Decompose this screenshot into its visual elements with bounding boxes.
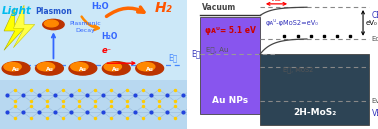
Circle shape (4, 63, 21, 71)
Text: 2H-MoS₂: 2H-MoS₂ (293, 108, 336, 117)
Text: CB: CB (372, 11, 378, 20)
Text: Au: Au (12, 67, 20, 71)
Polygon shape (13, 5, 35, 48)
Text: Au: Au (112, 67, 120, 71)
Text: eV₀: eV₀ (366, 20, 378, 26)
FancyBboxPatch shape (0, 0, 187, 129)
Text: H₂: H₂ (155, 1, 173, 15)
Circle shape (138, 63, 155, 71)
Circle shape (2, 62, 30, 75)
Text: Au: Au (79, 67, 87, 71)
Text: E₟, Au: E₟, Au (206, 47, 228, 53)
Text: Eᴄ: Eᴄ (372, 36, 378, 42)
Circle shape (71, 63, 88, 71)
Text: E₟, MoS2: E₟, MoS2 (283, 67, 313, 73)
Circle shape (104, 63, 121, 71)
Circle shape (43, 19, 64, 30)
FancyBboxPatch shape (260, 54, 369, 125)
Text: Wᴅ: Wᴅ (271, 0, 282, 2)
Text: Au NPs: Au NPs (212, 96, 248, 105)
Text: Plasmonic: Plasmonic (70, 21, 101, 26)
Text: Light: Light (2, 6, 31, 16)
Text: E₟: E₟ (191, 50, 200, 59)
Text: Au: Au (45, 67, 53, 71)
Circle shape (44, 20, 58, 27)
FancyBboxPatch shape (0, 80, 187, 129)
FancyBboxPatch shape (200, 17, 260, 114)
Text: e⁻: e⁻ (102, 46, 112, 55)
Polygon shape (4, 8, 25, 50)
Text: φᴀᵁ-φMoS2=eV₀: φᴀᵁ-φMoS2=eV₀ (266, 18, 319, 26)
Circle shape (69, 62, 97, 75)
Text: VB: VB (372, 109, 378, 118)
Text: H₂O: H₂O (102, 32, 118, 41)
Circle shape (136, 62, 164, 75)
Text: Plasmon: Plasmon (35, 7, 72, 16)
Text: Vacuum: Vacuum (202, 3, 236, 12)
Circle shape (102, 62, 130, 75)
Text: E₟: E₟ (168, 53, 178, 62)
Text: Au: Au (146, 67, 153, 71)
Circle shape (37, 63, 54, 71)
Text: H₂O: H₂O (91, 2, 108, 11)
Circle shape (36, 62, 64, 75)
Text: Eᴠ: Eᴠ (372, 98, 378, 104)
Text: φᴀᵁ= 5.1 eV: φᴀᵁ= 5.1 eV (205, 26, 256, 35)
FancyBboxPatch shape (191, 0, 378, 129)
Text: Decay: Decay (76, 28, 96, 33)
